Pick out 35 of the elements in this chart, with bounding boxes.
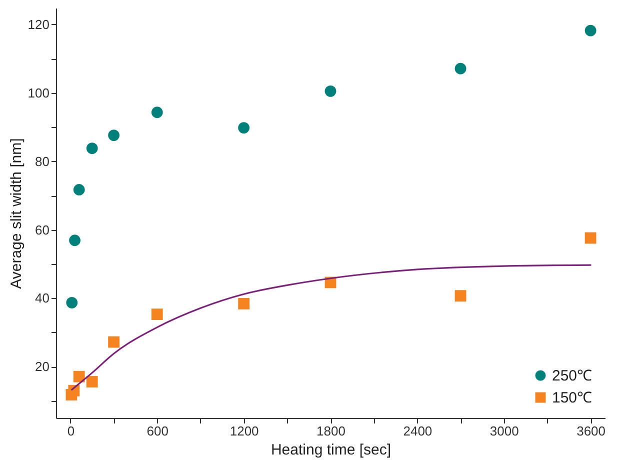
x-tick-label: 600 bbox=[146, 424, 168, 438]
point bbox=[73, 184, 85, 196]
point bbox=[454, 62, 466, 74]
x-axis-title: Heating time [sec] bbox=[270, 442, 392, 458]
point bbox=[86, 376, 98, 388]
point bbox=[73, 370, 85, 382]
point bbox=[86, 142, 98, 154]
point bbox=[238, 122, 250, 134]
point bbox=[454, 290, 466, 302]
point bbox=[151, 106, 163, 118]
point bbox=[68, 384, 80, 396]
x-tick-label: 0 bbox=[67, 424, 75, 438]
point bbox=[108, 336, 120, 348]
point bbox=[324, 85, 336, 97]
y-tick-label: 20 bbox=[35, 359, 50, 374]
x-tick-label: 3000 bbox=[490, 424, 519, 438]
legend-label: 150℃ bbox=[552, 390, 592, 406]
x-tick-label: 1800 bbox=[316, 424, 346, 438]
point bbox=[69, 234, 80, 246]
point bbox=[66, 296, 78, 308]
point bbox=[238, 298, 250, 310]
x-tick-label: 1200 bbox=[230, 424, 259, 438]
x-tick-label: 3600 bbox=[576, 424, 606, 438]
y-tick-label: 80 bbox=[35, 154, 50, 169]
y-tick-label: 120 bbox=[28, 16, 50, 32]
x-tick-label: 2400 bbox=[403, 424, 432, 438]
point bbox=[108, 130, 120, 141]
y-tick-label: 60 bbox=[35, 222, 50, 238]
point bbox=[584, 24, 596, 36]
point bbox=[584, 232, 596, 244]
y-tick-label: 40 bbox=[35, 290, 50, 306]
point bbox=[151, 308, 163, 320]
y-tick-label: 100 bbox=[28, 85, 50, 100]
y-axis-title: Average slit width [nm] bbox=[8, 138, 25, 289]
legend-label: 250℃ bbox=[552, 368, 592, 384]
